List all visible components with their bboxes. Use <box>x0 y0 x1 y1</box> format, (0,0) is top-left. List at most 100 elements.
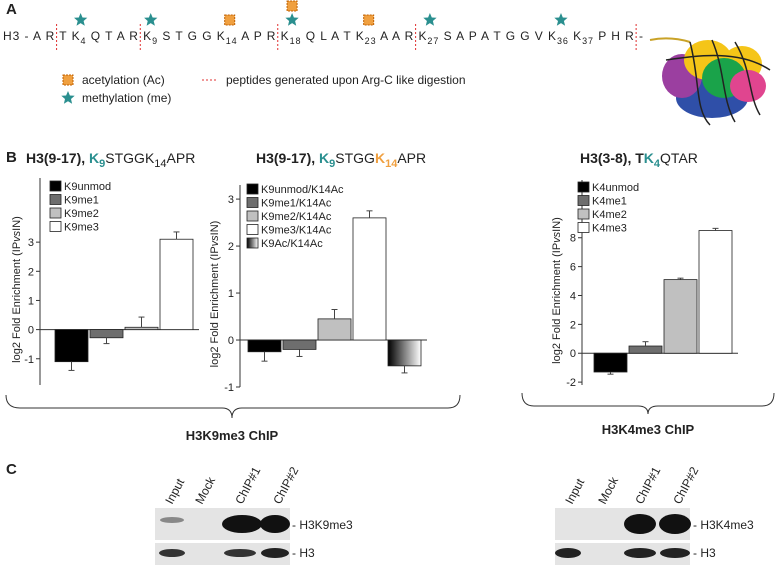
bar <box>663 279 698 354</box>
acetylation-square <box>286 0 298 12</box>
y-tick-label: 1 <box>28 295 34 307</box>
legend-swatch <box>246 210 259 222</box>
legend-swatch <box>246 183 259 195</box>
bar <box>54 329 89 363</box>
legend-label: K9Ac/K14Ac <box>261 238 323 250</box>
y-tick-label: 8 <box>570 233 576 245</box>
legend-swatch <box>246 197 259 208</box>
text-part: APR <box>167 150 196 166</box>
subscript: 4 <box>81 36 86 46</box>
group-label: H3K4me3 ChIP <box>602 422 695 437</box>
methylation-star <box>423 13 437 26</box>
y-tick-label: 2 <box>228 241 234 253</box>
text-part: A P R <box>238 29 276 43</box>
error-bar <box>712 227 719 231</box>
text-part: K <box>414 29 426 43</box>
legend-label: K4me2 <box>592 209 627 221</box>
legend-label: acetylation (Ac) <box>82 73 165 87</box>
legend-swatch <box>49 180 62 192</box>
error-bar <box>677 277 684 280</box>
bar <box>89 329 124 339</box>
error-bar <box>401 365 408 374</box>
text-part: IN) <box>11 216 23 231</box>
text-part: H3(9-17), <box>256 150 319 166</box>
text-part: K <box>375 150 385 166</box>
error-bar <box>173 231 180 240</box>
y-tick-label: -2 <box>566 377 576 389</box>
legend-label: K9me3/K14Ac <box>261 225 332 237</box>
legend-label: K9me1 <box>64 195 99 207</box>
y-tick-label: 0 <box>570 348 576 360</box>
text-part: log2 Fold Enrichment (IP <box>209 246 221 367</box>
y-tick-label: -1 <box>224 382 234 394</box>
text-part: K <box>139 29 151 43</box>
legend-label: K4unmod <box>592 182 639 194</box>
text-part: log2 Fold Enrichment (IP <box>11 242 23 363</box>
methylation-star <box>285 13 299 26</box>
panel-label: B <box>6 149 17 166</box>
sequence: H3 - A R T K4 Q T A R K9 S T G G K14 A P… <box>3 29 643 46</box>
acetylation-square <box>62 74 74 86</box>
legend-swatch <box>246 224 259 235</box>
legend-label: peptides generated upon Arg-C like diges… <box>226 73 466 87</box>
error-bar <box>366 210 373 218</box>
panel-label: A <box>6 1 17 18</box>
legend-swatch <box>577 222 590 233</box>
legend-label: methylation (me) <box>82 91 171 105</box>
subscript: 9 <box>329 158 335 170</box>
subscript: 14 <box>385 158 398 170</box>
text-part: Q L A T <box>301 29 354 43</box>
subscript: 36 <box>557 36 568 46</box>
panel-label: C <box>6 461 17 478</box>
text-part: K <box>356 29 364 43</box>
legend-swatch <box>246 237 259 249</box>
chart-title: H3(9-17), K9STGGK14APR <box>256 150 426 170</box>
y-axis-label: log2 Fold Enrichment (IPvsIN) <box>11 216 23 363</box>
lane-label: Input <box>162 476 187 507</box>
text-part: IN) <box>551 217 563 232</box>
error-bar <box>261 351 268 362</box>
text-part: S T G G <box>158 29 216 43</box>
text-part: K <box>217 29 225 43</box>
lane-label: ChIP#1 <box>632 464 663 506</box>
lane-label: ChIP#2 <box>270 464 301 506</box>
y-tick-label: 4 <box>570 290 576 302</box>
acetylation-square <box>224 14 236 26</box>
lane-label: Input <box>562 476 587 507</box>
lane-label: ChIP#1 <box>232 464 263 506</box>
bar <box>247 339 282 353</box>
legend-swatch <box>577 208 590 220</box>
text-part: vs <box>551 231 563 243</box>
y-tick-label: 3 <box>28 237 34 249</box>
group-label: H3K9me3 ChIP <box>186 428 279 443</box>
text-part: K <box>89 150 99 166</box>
group-brace <box>521 392 775 415</box>
legend-label: K9unmod/K14Ac <box>261 184 344 196</box>
error-bar <box>607 372 614 375</box>
y-axis-label: log2 Fold Enrichment (IPvsIN) <box>209 221 221 368</box>
text-part: log2 Fold Enrichment (IP <box>551 243 563 364</box>
bar <box>317 318 352 341</box>
y-tick-label: 2 <box>28 266 34 278</box>
subscript: 18 <box>290 36 301 46</box>
y-tick-label: -1 <box>24 354 34 366</box>
text-part: APR <box>397 150 426 166</box>
row-label: - H3K9me3 <box>292 518 353 532</box>
methylation-star <box>144 13 158 26</box>
nucleosome <box>649 37 771 126</box>
legend-label: K9me3 <box>64 222 99 234</box>
text-part: vs <box>209 235 221 247</box>
legend-label: K4me1 <box>592 196 627 208</box>
bar <box>387 339 422 367</box>
text-part: H3 - A R <box>3 29 55 43</box>
text-part: STGG <box>335 150 375 166</box>
lane-label: Mock <box>192 474 218 507</box>
text-part: IN) <box>209 221 221 236</box>
legend-label: K9me1/K14Ac <box>261 198 332 210</box>
methylation-star <box>74 13 88 26</box>
text-part: K <box>644 150 654 166</box>
bar <box>159 238 194 331</box>
bar <box>282 339 317 350</box>
subscript: 23 <box>365 36 376 46</box>
